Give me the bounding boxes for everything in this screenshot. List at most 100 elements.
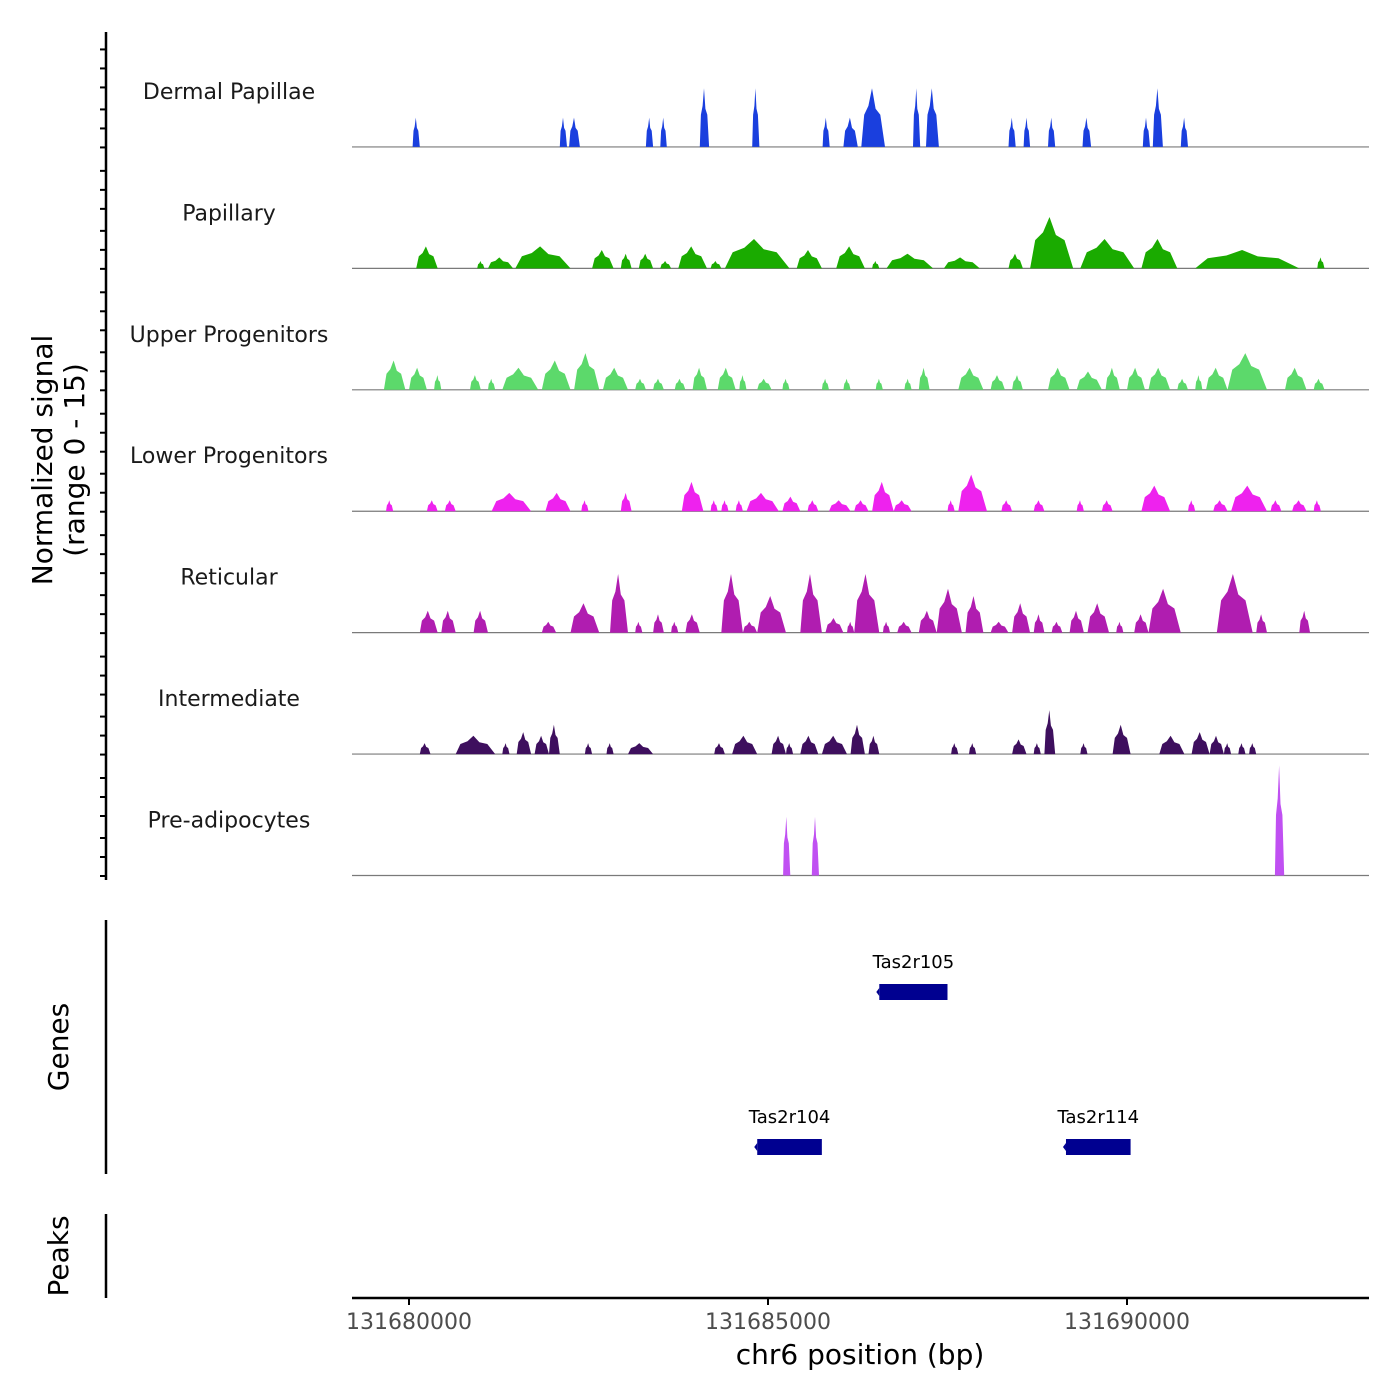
signal-peak — [1159, 735, 1185, 755]
signal-peak — [541, 360, 571, 390]
signal-peak — [918, 367, 930, 390]
track-lower-progenitors: Lower Progenitors — [130, 444, 1369, 512]
track-label: Dermal Papillae — [143, 80, 315, 105]
signal-peak — [419, 743, 431, 755]
signal-peak — [958, 367, 984, 390]
signal-peak — [990, 375, 1005, 390]
signal-peak — [602, 367, 628, 390]
signal-peak — [444, 500, 456, 512]
signal-peak — [893, 500, 912, 512]
signal-peak — [732, 735, 758, 755]
signal-peak — [409, 367, 427, 390]
gene-strand-marker — [876, 988, 880, 996]
signal-peak — [1087, 603, 1110, 633]
signal-peak — [419, 610, 438, 633]
signal-peak — [1033, 743, 1041, 755]
signal-peak — [416, 246, 438, 269]
signal-peak — [638, 253, 654, 269]
track-intermediate: Intermediate — [158, 687, 1369, 755]
signal-peak — [502, 367, 539, 390]
signal-peak — [678, 246, 707, 269]
signal-peak — [1231, 485, 1267, 512]
signal-peak — [592, 250, 614, 269]
signal-peak — [1080, 239, 1135, 269]
signal-peak — [1206, 367, 1228, 390]
gene-tas2r114: Tas2r114 — [1056, 1107, 1139, 1155]
signal-peak — [1012, 603, 1031, 633]
track-pre-adipocytes: Pre-adipocytes — [148, 765, 1369, 877]
genes-panel-title: Genes — [42, 1003, 75, 1091]
signal-peak — [441, 610, 456, 633]
track-label: Intermediate — [158, 687, 300, 712]
signal-peak — [1292, 500, 1307, 512]
signal-peak — [783, 816, 791, 876]
gene-tas2r104: Tas2r104 — [748, 1107, 830, 1155]
signal-peak — [606, 743, 614, 755]
signal-peak — [1195, 375, 1203, 390]
signal-peak — [681, 481, 704, 512]
signal-peak — [502, 743, 510, 755]
y-axis-title-line2: (range 0 - 15) — [58, 363, 91, 557]
signal-peak — [1033, 500, 1045, 512]
signal-peak — [653, 614, 664, 633]
signal-peak — [721, 574, 743, 633]
signal-peak — [854, 500, 869, 512]
track-reticular: Reticular — [180, 566, 1369, 634]
signal-peak — [1033, 614, 1045, 633]
signal-peak — [875, 378, 883, 390]
signal-peak — [516, 732, 532, 755]
gene-body — [1065, 1139, 1131, 1155]
signal-peak — [569, 117, 580, 147]
track-upper-progenitors: Upper Progenitors — [130, 323, 1369, 391]
signal-peak — [926, 88, 939, 147]
signal-peak — [1177, 378, 1188, 390]
signal-y-axis — [100, 32, 108, 880]
signal-peak — [947, 500, 955, 512]
signal-peak — [610, 574, 628, 633]
signal-peak — [674, 378, 686, 390]
signal-peak — [1134, 614, 1149, 633]
signal-peak — [1069, 610, 1084, 633]
signal-peak — [549, 724, 560, 755]
signal-peak — [488, 378, 496, 390]
signal-peak — [796, 250, 822, 269]
signal-peak — [1101, 500, 1113, 512]
signal-peak — [771, 735, 786, 755]
signal-peak — [800, 574, 822, 633]
signal-peak — [710, 500, 718, 512]
signal-peak — [843, 378, 851, 390]
signal-peak — [426, 500, 438, 512]
signal-peak — [936, 588, 962, 633]
signal-peak — [843, 117, 858, 147]
signal-peak — [1127, 367, 1145, 390]
signal-y-ticks — [100, 48, 106, 878]
signal-peak — [1001, 500, 1013, 512]
signal-peak — [1180, 117, 1188, 147]
signal-peak — [628, 743, 654, 755]
signal-peak — [660, 261, 672, 269]
gene-strand-marker — [754, 1143, 758, 1151]
peaks-panel-title: Peaks — [42, 1215, 75, 1296]
signal-peak — [811, 816, 819, 876]
x-axis-ticks: 131680000 131685000 131690000 — [346, 1298, 1190, 1335]
signal-peak — [739, 375, 747, 390]
signal-peak — [951, 743, 959, 755]
signal-peak — [1080, 743, 1088, 755]
signal-peak — [660, 117, 667, 147]
track-label: Lower Progenitors — [130, 444, 328, 469]
signal-peak — [786, 743, 794, 755]
signal-peak — [1076, 500, 1084, 512]
gene-strand-marker — [1062, 1143, 1066, 1151]
signal-peak — [455, 735, 496, 755]
signal-peak — [1188, 500, 1196, 512]
y-axis-title: Normalized signal (range 0 - 15) — [26, 335, 91, 586]
signal-peak — [829, 500, 851, 512]
gene-label: Tas2r105 — [872, 952, 955, 973]
signal-peak — [861, 88, 885, 147]
signal-peak — [1051, 621, 1063, 633]
signal-peak — [685, 614, 700, 633]
signal-peak — [825, 618, 844, 633]
signal-peak — [653, 378, 664, 390]
signal-peak — [782, 496, 801, 512]
signal-peak — [1238, 743, 1246, 755]
